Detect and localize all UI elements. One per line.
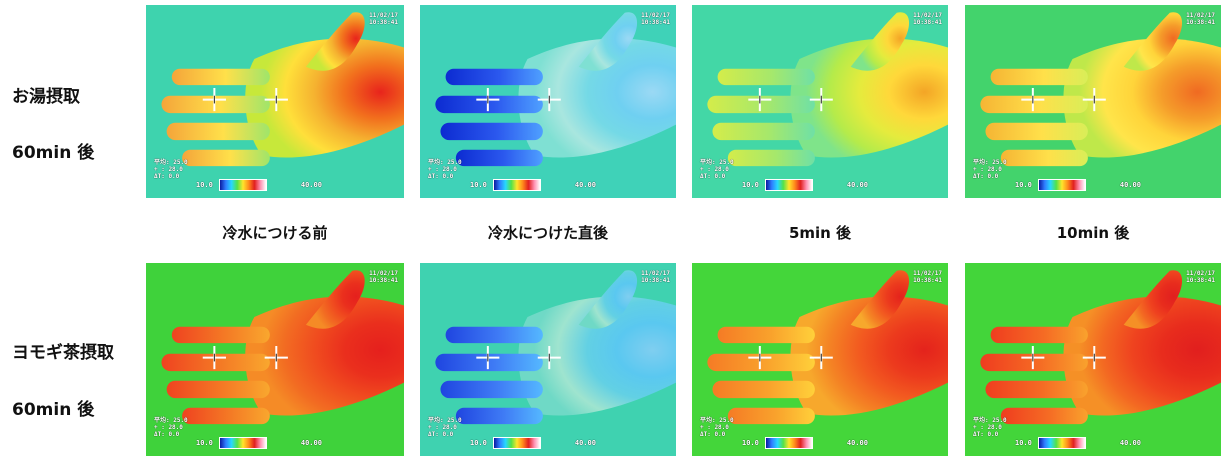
- temperature-readout: 平均: 25.0 + : 28.0 ΔT: 0.0: [700, 159, 734, 180]
- color-scale: 10.0 40.00: [196, 437, 322, 449]
- color-scale-bar: [764, 179, 813, 191]
- color-scale-bar: [1037, 437, 1086, 449]
- color-scale: 10.0 40.00: [742, 437, 868, 449]
- thermal-image-row1-4: 11/02/17 10:38:41 平均: 25.0 + : 28.0 ΔT: 0…: [965, 5, 1221, 198]
- scale-high-label: 40.00: [1119, 181, 1141, 189]
- scale-high-label: 40.00: [574, 181, 596, 189]
- scale-high-label: 40.00: [846, 439, 868, 447]
- scale-high-label: 40.00: [300, 181, 322, 189]
- scale-high-label: 40.00: [574, 439, 596, 447]
- color-scale: 10.0 40.00: [470, 437, 596, 449]
- row2-label-title: ヨモギ茶摂取: [12, 343, 114, 363]
- temperature-readout: 平均: 25.0 + : 28.0 ΔT: 0.0: [700, 417, 734, 438]
- color-scale: 10.0 40.00: [1015, 437, 1141, 449]
- caption-right-after-cold-water: 冷水につけた直後: [487, 224, 608, 242]
- color-scale-bar: [764, 437, 813, 449]
- row2-label-time: 60min 後: [12, 400, 95, 420]
- color-scale: 10.0 40.00: [742, 179, 868, 191]
- scale-high-label: 40.00: [300, 439, 322, 447]
- scale-low-label: 10.0: [742, 181, 759, 189]
- timestamp-text: 11/02/17 10:38:41: [641, 270, 670, 284]
- timestamp-text: 11/02/17 10:38:41: [369, 12, 398, 26]
- temperature-readout: 平均: 25.0 + : 28.0 ΔT: 0.0: [973, 417, 1007, 438]
- caption-5min-after: 5min 後: [788, 224, 852, 242]
- thermal-image-row2-1: 11/02/17 10:38:41 平均: 25.0 + : 28.0 ΔT: 0…: [146, 263, 404, 456]
- color-scale-bar: [218, 437, 267, 449]
- color-scale: 10.0 40.00: [196, 179, 322, 191]
- scale-low-label: 10.0: [1015, 181, 1032, 189]
- timestamp-text: 11/02/17 10:38:41: [1186, 270, 1215, 284]
- temperature-readout: 平均: 25.0 + : 28.0 ΔT: 0.0: [154, 417, 188, 438]
- thermal-image-row1-1: 11/02/17 10:38:41 平均: 25.0 + : 28.0 ΔT: 0…: [146, 5, 404, 198]
- scale-low-label: 10.0: [1015, 439, 1032, 447]
- temperature-readout: 平均: 25.0 + : 28.0 ΔT: 0.0: [428, 417, 462, 438]
- color-scale-bar: [218, 179, 267, 191]
- thermal-image-row1-3: 11/02/17 10:38:41 平均: 25.0 + : 28.0 ΔT: 0…: [692, 5, 948, 198]
- scale-low-label: 10.0: [196, 439, 213, 447]
- color-scale-bar: [492, 437, 541, 449]
- timestamp-text: 11/02/17 10:38:41: [641, 12, 670, 26]
- caption-10min-after: 10min 後: [1056, 224, 1130, 242]
- thermal-image-row2-3: 11/02/17 10:38:41 平均: 25.0 + : 28.0 ΔT: 0…: [692, 263, 948, 456]
- caption-before-cold-water: 冷水につける前: [222, 224, 328, 242]
- scale-low-label: 10.0: [196, 181, 213, 189]
- row1-label-time: 60min 後: [12, 143, 95, 163]
- scale-high-label: 40.00: [846, 181, 868, 189]
- scale-low-label: 10.0: [470, 181, 487, 189]
- temperature-readout: 平均: 25.0 + : 28.0 ΔT: 0.0: [154, 159, 188, 180]
- color-scale: 10.0 40.00: [470, 179, 596, 191]
- temperature-readout: 平均: 25.0 + : 28.0 ΔT: 0.0: [428, 159, 462, 180]
- thermal-image-row2-2: 11/02/17 10:38:41 平均: 25.0 + : 28.0 ΔT: 0…: [420, 263, 676, 456]
- scale-low-label: 10.0: [742, 439, 759, 447]
- thermal-image-row1-2: 11/02/17 10:38:41 平均: 25.0 + : 28.0 ΔT: 0…: [420, 5, 676, 198]
- timestamp-text: 11/02/17 10:38:41: [1186, 12, 1215, 26]
- color-scale: 10.0 40.00: [1015, 179, 1141, 191]
- temperature-readout: 平均: 25.0 + : 28.0 ΔT: 0.0: [973, 159, 1007, 180]
- timestamp-text: 11/02/17 10:38:41: [913, 12, 942, 26]
- scale-low-label: 10.0: [470, 439, 487, 447]
- color-scale-bar: [492, 179, 541, 191]
- thermal-image-row2-4: 11/02/17 10:38:41 平均: 25.0 + : 28.0 ΔT: 0…: [965, 263, 1221, 456]
- scale-high-label: 40.00: [1119, 439, 1141, 447]
- color-scale-bar: [1037, 179, 1086, 191]
- timestamp-text: 11/02/17 10:38:41: [369, 270, 398, 284]
- row1-label-title: お湯摂取: [12, 87, 80, 107]
- timestamp-text: 11/02/17 10:38:41: [913, 270, 942, 284]
